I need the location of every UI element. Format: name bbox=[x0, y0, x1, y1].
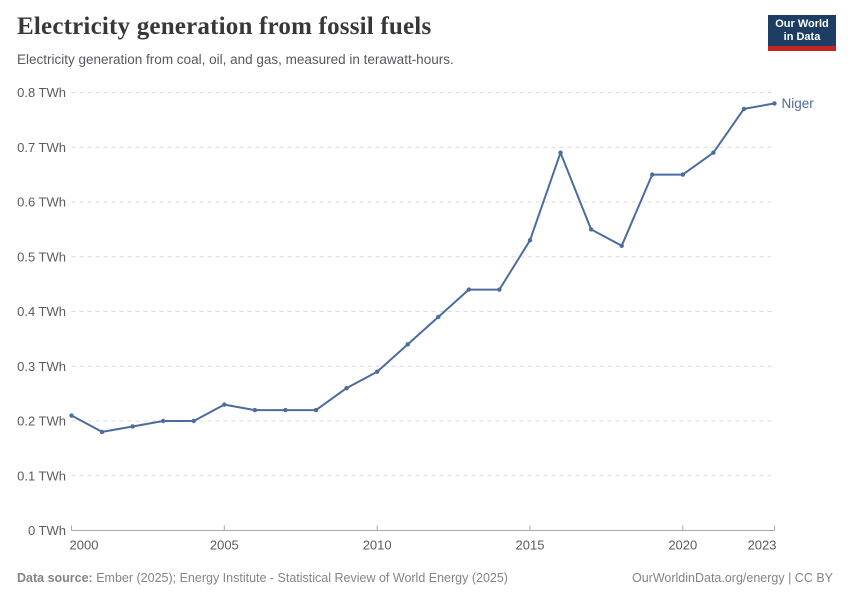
y-axis-tick-label: 0.6 TWh bbox=[17, 195, 66, 210]
x-axis-tick-label: 2000 bbox=[70, 538, 99, 553]
data-point[interactable] bbox=[344, 385, 349, 391]
data-point[interactable] bbox=[466, 287, 472, 292]
data-point[interactable] bbox=[69, 413, 74, 418]
data-source-value: Ember (2025); Energy Institute - Statist… bbox=[96, 571, 508, 585]
data-point[interactable] bbox=[252, 407, 258, 413]
data-point[interactable] bbox=[497, 287, 502, 292]
y-axis-tick-label: 0.1 TWh bbox=[17, 468, 66, 483]
owid-logo[interactable]: Our World in Data bbox=[768, 15, 836, 51]
data-point[interactable] bbox=[588, 227, 594, 232]
y-axis-tick-label: 0.3 TWh bbox=[17, 359, 66, 374]
data-point[interactable] bbox=[313, 407, 319, 413]
x-axis-tick-label: 2020 bbox=[668, 538, 697, 553]
x-axis-tick-label: 2010 bbox=[363, 538, 392, 553]
page-title: Electricity generation from fossil fuels bbox=[17, 13, 432, 40]
data-point[interactable] bbox=[130, 424, 135, 429]
data-point[interactable] bbox=[436, 314, 441, 320]
data-point[interactable] bbox=[741, 106, 747, 112]
owid-logo-line2: in Data bbox=[783, 30, 821, 43]
page-subtitle: Electricity generation from coal, oil, a… bbox=[17, 52, 454, 67]
y-axis-tick-label: 0.7 TWh bbox=[17, 140, 66, 155]
y-axis-tick-label: 0 TWh bbox=[28, 523, 66, 538]
data-point[interactable] bbox=[160, 418, 166, 424]
y-axis-tick-label: 0.8 TWh bbox=[17, 85, 66, 100]
data-point[interactable] bbox=[772, 101, 777, 106]
data-point[interactable] bbox=[619, 243, 624, 248]
data-source-text: Data source: Ember (2025); Energy Instit… bbox=[17, 571, 508, 585]
data-point[interactable] bbox=[558, 150, 563, 155]
owid-logo-line1: Our World bbox=[775, 17, 829, 30]
data-point[interactable] bbox=[527, 238, 533, 243]
data-point[interactable] bbox=[680, 172, 686, 177]
y-axis-tick-label: 0.4 TWh bbox=[17, 304, 66, 319]
y-axis-tick-label: 0.2 TWh bbox=[17, 414, 66, 429]
data-point[interactable] bbox=[650, 172, 655, 177]
data-point[interactable] bbox=[99, 429, 105, 435]
x-axis-tick-label: 2023 bbox=[748, 538, 777, 553]
x-axis-tick-label: 2015 bbox=[516, 538, 545, 553]
data-point[interactable] bbox=[222, 402, 227, 407]
credit-link[interactable]: OurWorldinData.org/energy | CC BY bbox=[631, 571, 833, 585]
data-point[interactable] bbox=[374, 369, 380, 374]
series-label[interactable]: Niger bbox=[782, 96, 815, 111]
trend-line[interactable] bbox=[71, 102, 775, 433]
y-axis-tick-label: 0.5 TWh bbox=[17, 249, 66, 264]
x-axis-tick-label: 2005 bbox=[210, 538, 239, 553]
data-point[interactable] bbox=[711, 150, 716, 155]
chart-footer: Data source: Ember (2025); Energy Instit… bbox=[0, 566, 850, 590]
data-point[interactable] bbox=[405, 342, 410, 347]
data-point[interactable] bbox=[191, 418, 196, 424]
data-point[interactable] bbox=[283, 407, 288, 413]
data-source-label: Data source: bbox=[17, 571, 93, 585]
